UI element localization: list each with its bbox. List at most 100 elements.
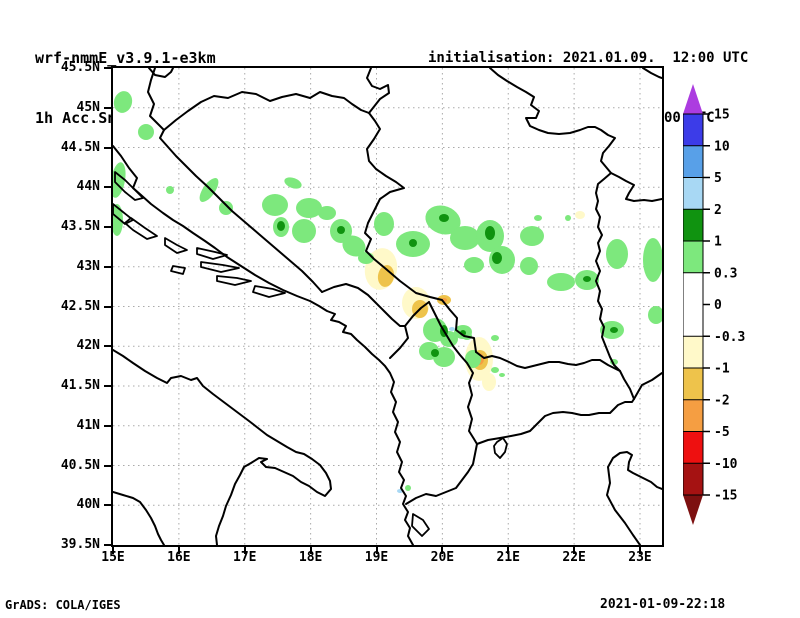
lon-tick-label: 21E — [496, 550, 520, 565]
colorbar-segment — [683, 463, 703, 495]
snow-area-light-green — [342, 235, 366, 257]
lat-tick-label: 43.5N — [60, 219, 100, 234]
island-outline — [216, 275, 252, 286]
snow-area-light-green — [405, 485, 411, 491]
island-outline — [124, 217, 158, 240]
snow-area-light-green — [113, 204, 123, 236]
lat-tick-mark — [104, 106, 111, 109]
colorbar-tick-label: -15 — [714, 489, 737, 504]
lat-tick-mark — [104, 67, 111, 69]
grads-credit: GrADS: COLA/IGES — [5, 598, 121, 612]
lon-tick-label: 17E — [233, 550, 257, 565]
lat-tick-label: 42.5N — [60, 298, 100, 314]
lat-tick-mark — [104, 464, 111, 467]
coastline-path — [113, 145, 414, 545]
initialisation-time: initialisation: 2021.01.09. 12:00 UTC — [428, 50, 749, 66]
snow-area-dark-green — [439, 214, 449, 222]
island-outline — [411, 513, 430, 537]
border-path — [405, 443, 478, 505]
snow-area-light-green — [499, 373, 505, 377]
snow-area-light-green — [565, 215, 571, 221]
lon-tick-label: 19E — [364, 550, 389, 565]
lat-tick-mark — [104, 504, 111, 507]
island-outline — [114, 171, 144, 201]
lon-tick-mark — [309, 547, 312, 554]
lon-tick-mark — [507, 547, 510, 554]
map-frame — [111, 66, 664, 547]
colorbar-tick-label: 0.3 — [714, 266, 737, 281]
snow-area-light-green — [262, 194, 288, 216]
snow-area-cream — [575, 211, 585, 219]
lon-tick-label: 16E — [167, 550, 191, 565]
lat-tick-label: 41.5N — [60, 378, 100, 393]
snow-area-light-green — [464, 257, 484, 273]
colorbar-tick-label: 0 — [714, 298, 722, 313]
colorbar-segment — [683, 431, 703, 464]
map-canvas — [113, 68, 662, 545]
snow-area-dark-green — [277, 221, 285, 231]
model-title: wrf-nmmE_v3.9.1-e3km — [35, 49, 216, 67]
island-outline — [196, 247, 228, 260]
colorbar-tick-label: 2 — [714, 203, 722, 218]
lat-tick-mark — [104, 345, 111, 348]
creation-timestamp: 2021-01-09-22:18 — [600, 597, 726, 612]
lat-tick-mark — [104, 544, 111, 546]
snow-area-light-green — [491, 335, 499, 341]
border-path — [633, 372, 662, 400]
colorbar-tick-label: 10 — [714, 139, 730, 154]
island-outline — [252, 285, 286, 298]
colorbar-tick-label: 1 — [714, 235, 722, 250]
border-path — [476, 398, 635, 445]
snow-area-light-blue — [449, 327, 455, 331]
border-path — [489, 68, 662, 202]
lon-tick-mark — [441, 547, 444, 554]
colorbar-tick-label: 5 — [714, 171, 722, 186]
colorbar-segment — [683, 209, 703, 241]
border-path — [595, 172, 635, 400]
lon-tick-label: 18E — [298, 550, 323, 565]
border-path — [642, 68, 662, 79]
snow-area-light-green — [113, 91, 133, 113]
colorbar-tick-label: -1 — [714, 362, 730, 377]
lat-tick-label: 44N — [76, 179, 100, 195]
colorbar-segment — [683, 368, 703, 400]
lon-tick-label: 15E — [101, 550, 125, 565]
colorbar-segment — [683, 336, 703, 368]
coastline-path — [113, 349, 332, 545]
lat-tick-label: 45.5N — [60, 60, 100, 75]
snow-area-cream — [482, 373, 496, 391]
snow-area-dark-green — [492, 252, 502, 264]
border-path — [364, 112, 477, 353]
lat-tick-label: 42N — [76, 338, 100, 354]
snow-area-light-green — [491, 367, 499, 373]
colorbar-segment — [683, 272, 703, 305]
lat-tick-mark — [104, 265, 111, 268]
snow-area-light-green — [284, 177, 302, 189]
snow-area-light-green — [318, 206, 336, 220]
lat-tick-label: 44.5N — [60, 139, 100, 155]
lat-tick-mark — [104, 424, 111, 427]
island-outline — [170, 265, 186, 275]
lat-tick-label: 40N — [76, 497, 100, 513]
snow-area-dark-green — [337, 226, 345, 234]
snow-area-light-green — [606, 239, 628, 269]
snow-area-light-green — [465, 350, 481, 368]
lat-tick-mark — [104, 186, 111, 189]
lat-tick-label: 40.5N — [60, 457, 100, 473]
lat-tick-label: 41N — [76, 417, 100, 433]
lat-tick-mark — [104, 146, 111, 149]
coastline-path — [606, 451, 662, 545]
lon-tick-mark — [639, 547, 641, 554]
colorbar-segment — [683, 399, 703, 432]
colorbar-segment — [683, 114, 703, 146]
lon-tick-mark — [243, 547, 246, 554]
border-path — [163, 91, 370, 131]
colorbar-segment — [683, 145, 703, 178]
island-outline — [164, 237, 188, 254]
colorbar-segment — [683, 177, 703, 210]
colorbar-tick-label: 15 — [714, 108, 730, 123]
snow-area-light-green — [450, 226, 480, 250]
snow-area-dark-green — [610, 327, 618, 333]
colorbar-tick-label: -5 — [714, 425, 730, 440]
lon-tick-mark — [177, 547, 180, 554]
